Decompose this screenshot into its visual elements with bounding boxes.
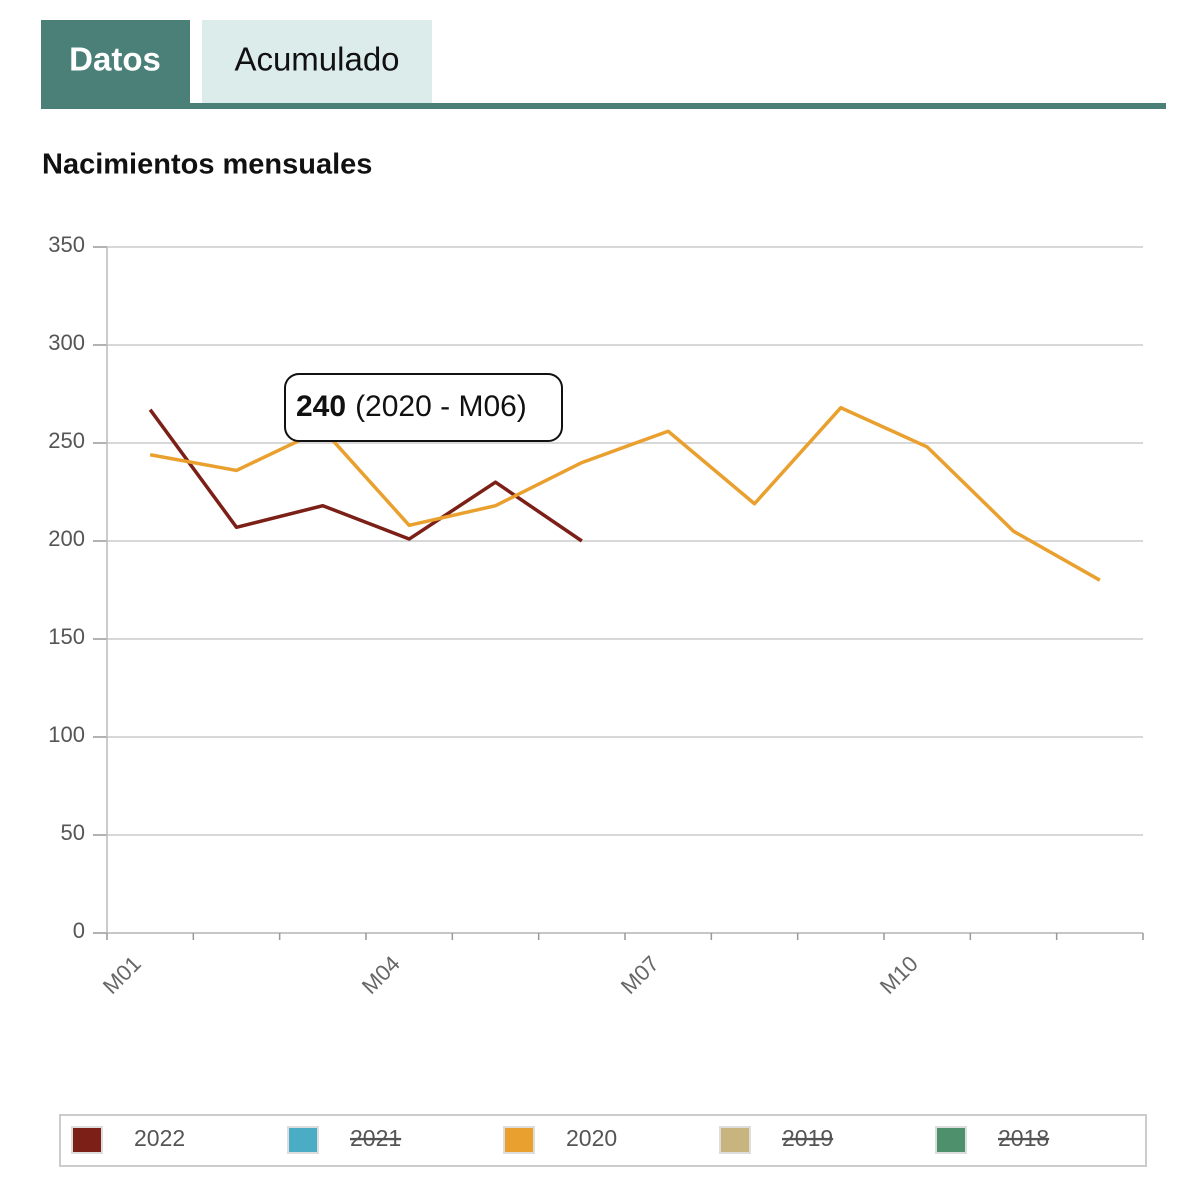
tab-bar bbox=[41, 103, 1166, 109]
legend-swatch bbox=[71, 1126, 103, 1154]
legend-label[interactable]: 2020 bbox=[566, 1125, 617, 1151]
tooltip-value: 240 bbox=[296, 390, 346, 423]
x-tick-label: M10 bbox=[875, 951, 923, 999]
legend-label[interactable]: 2021 bbox=[350, 1125, 401, 1151]
legend-swatch bbox=[287, 1126, 319, 1154]
legend-label[interactable]: 2019 bbox=[782, 1125, 833, 1151]
y-tick-label: 100 bbox=[48, 722, 85, 747]
tab[interactable] bbox=[202, 20, 432, 104]
tab-active[interactable] bbox=[41, 20, 190, 104]
x-tick-label: M04 bbox=[357, 951, 405, 999]
legend-swatch bbox=[503, 1126, 535, 1154]
legend-label[interactable]: 2018 bbox=[998, 1125, 1049, 1151]
y-tick-label: 300 bbox=[48, 330, 85, 355]
series-line bbox=[148, 408, 583, 543]
legend-label[interactable]: 2022 bbox=[134, 1125, 185, 1151]
y-tick-label: 350 bbox=[48, 232, 85, 257]
y-tick-label: 150 bbox=[48, 624, 85, 649]
y-tick-label: 250 bbox=[48, 428, 85, 453]
tooltip-box bbox=[284, 373, 563, 442]
tooltip-label: (2020 - M06) bbox=[355, 390, 527, 423]
tooltip-text: 240 (2020 - M06) bbox=[296, 390, 527, 423]
legend-swatch bbox=[935, 1126, 967, 1154]
y-tick-label: 50 bbox=[61, 820, 85, 845]
y-tick-label: 0 bbox=[73, 918, 85, 943]
x-tick-label: M01 bbox=[98, 951, 146, 999]
tab-label[interactable]: Datos bbox=[69, 41, 161, 78]
x-tick-label: M07 bbox=[616, 951, 664, 999]
legend-swatch bbox=[719, 1126, 751, 1154]
chart-title: Nacimientos mensuales bbox=[42, 149, 372, 181]
y-tick-label: 200 bbox=[48, 526, 85, 551]
tab-label[interactable]: Acumulado bbox=[234, 41, 399, 78]
